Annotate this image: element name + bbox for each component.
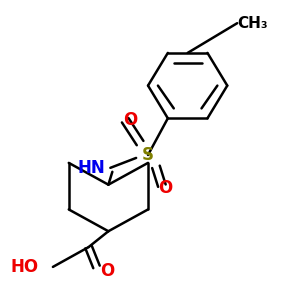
Text: HN: HN [78, 159, 105, 177]
Text: O: O [158, 178, 172, 196]
Text: O: O [123, 111, 137, 129]
Text: S: S [142, 146, 154, 164]
Text: O: O [100, 262, 115, 280]
Text: HO: HO [11, 258, 39, 276]
Text: CH₃: CH₃ [237, 16, 268, 31]
